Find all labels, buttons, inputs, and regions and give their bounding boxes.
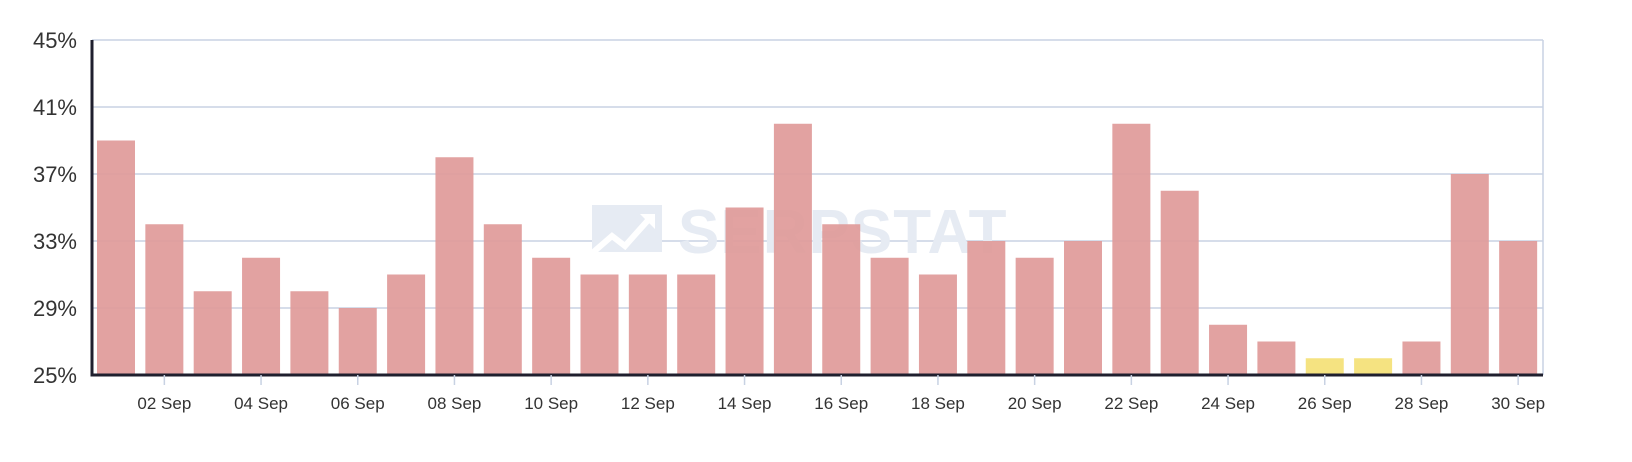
bar-28-sep[interactable] [1402,341,1441,376]
bar-29-sep[interactable] [1450,174,1489,375]
x-tick-label: 24 Sep [1201,394,1255,413]
x-tick-label: 04 Sep [234,394,288,413]
y-tick-label: 25% [33,363,77,388]
x-tick-label: 02 Sep [137,394,191,413]
x-tick-label: 22 Sep [1104,394,1158,413]
bar-04-sep[interactable] [242,257,281,375]
bar-15-sep[interactable] [773,123,812,375]
y-tick-label: 33% [33,229,77,254]
x-tick-label: 12 Sep [621,394,675,413]
bar-27-sep[interactable] [1354,358,1393,375]
bar-30-sep[interactable] [1499,241,1538,375]
y-tick-label: 45% [33,28,77,53]
bar-03-sep[interactable] [193,291,232,375]
bar-14-sep[interactable] [725,207,764,376]
bar-10-sep[interactable] [532,257,571,375]
bar-11-sep[interactable] [580,274,619,376]
y-tick-label: 29% [33,296,77,321]
bar-13-sep[interactable] [677,274,716,376]
x-tick-label: 26 Sep [1298,394,1352,413]
axes [90,40,1543,377]
x-tick-label: 20 Sep [1008,394,1062,413]
bar-08-sep[interactable] [435,157,474,375]
bars [97,123,1538,376]
bar-09-sep[interactable] [483,224,522,375]
bar-12-sep[interactable] [628,274,667,376]
bar-02-sep[interactable] [145,224,184,375]
x-tick-label: 14 Sep [718,394,772,413]
y-axis-labels: 25% 29% 33% 37% 41% 45% [33,28,77,388]
bar-22-sep[interactable] [1112,123,1151,375]
bar-20-sep[interactable] [1015,257,1054,375]
x-tick-label: 28 Sep [1395,394,1449,413]
x-axis-labels: 02 Sep 04 Sep 06 Sep 08 Sep 10 Sep 12 Sep 14 S… [137,375,1545,413]
bar-07-sep[interactable] [387,274,426,376]
bar-16-sep[interactable] [822,224,861,375]
serpstat-logo-icon [588,205,662,258]
x-tick-label: 30 Sep [1491,394,1545,413]
x-tick-label: 18 Sep [911,394,965,413]
bar-23-sep[interactable] [1160,190,1199,375]
y-tick-label: 37% [33,162,77,187]
x-tick-label: 16 Sep [814,394,868,413]
x-tick-label: 06 Sep [331,394,385,413]
bar-01-sep[interactable] [97,140,135,376]
bar-17-sep[interactable] [870,257,909,375]
bar-26-sep[interactable] [1305,358,1344,375]
bar-21-sep[interactable] [1064,241,1102,375]
x-tick-label: 10 Sep [524,394,578,413]
grid-lines [92,39,1544,375]
bar-05-sep[interactable] [290,291,329,375]
bar-19-sep[interactable] [967,241,1006,375]
bar-06-sep[interactable] [338,308,377,375]
bar-24-sep[interactable] [1209,324,1248,375]
y-tick-label: 41% [33,95,77,120]
x-tick-label: 08 Sep [428,394,482,413]
bar-25-sep[interactable] [1257,341,1296,376]
bar-18-sep[interactable] [918,274,957,376]
